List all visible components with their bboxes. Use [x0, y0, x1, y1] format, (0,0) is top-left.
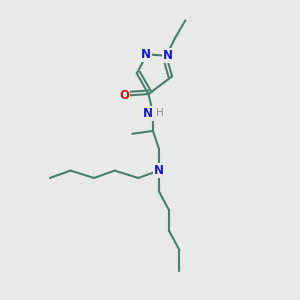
Text: N: N [142, 107, 153, 120]
Text: O: O [119, 89, 129, 102]
Text: N: N [163, 49, 173, 62]
Text: H: H [155, 108, 163, 118]
Text: N: N [154, 164, 164, 177]
Text: N: N [141, 48, 151, 61]
